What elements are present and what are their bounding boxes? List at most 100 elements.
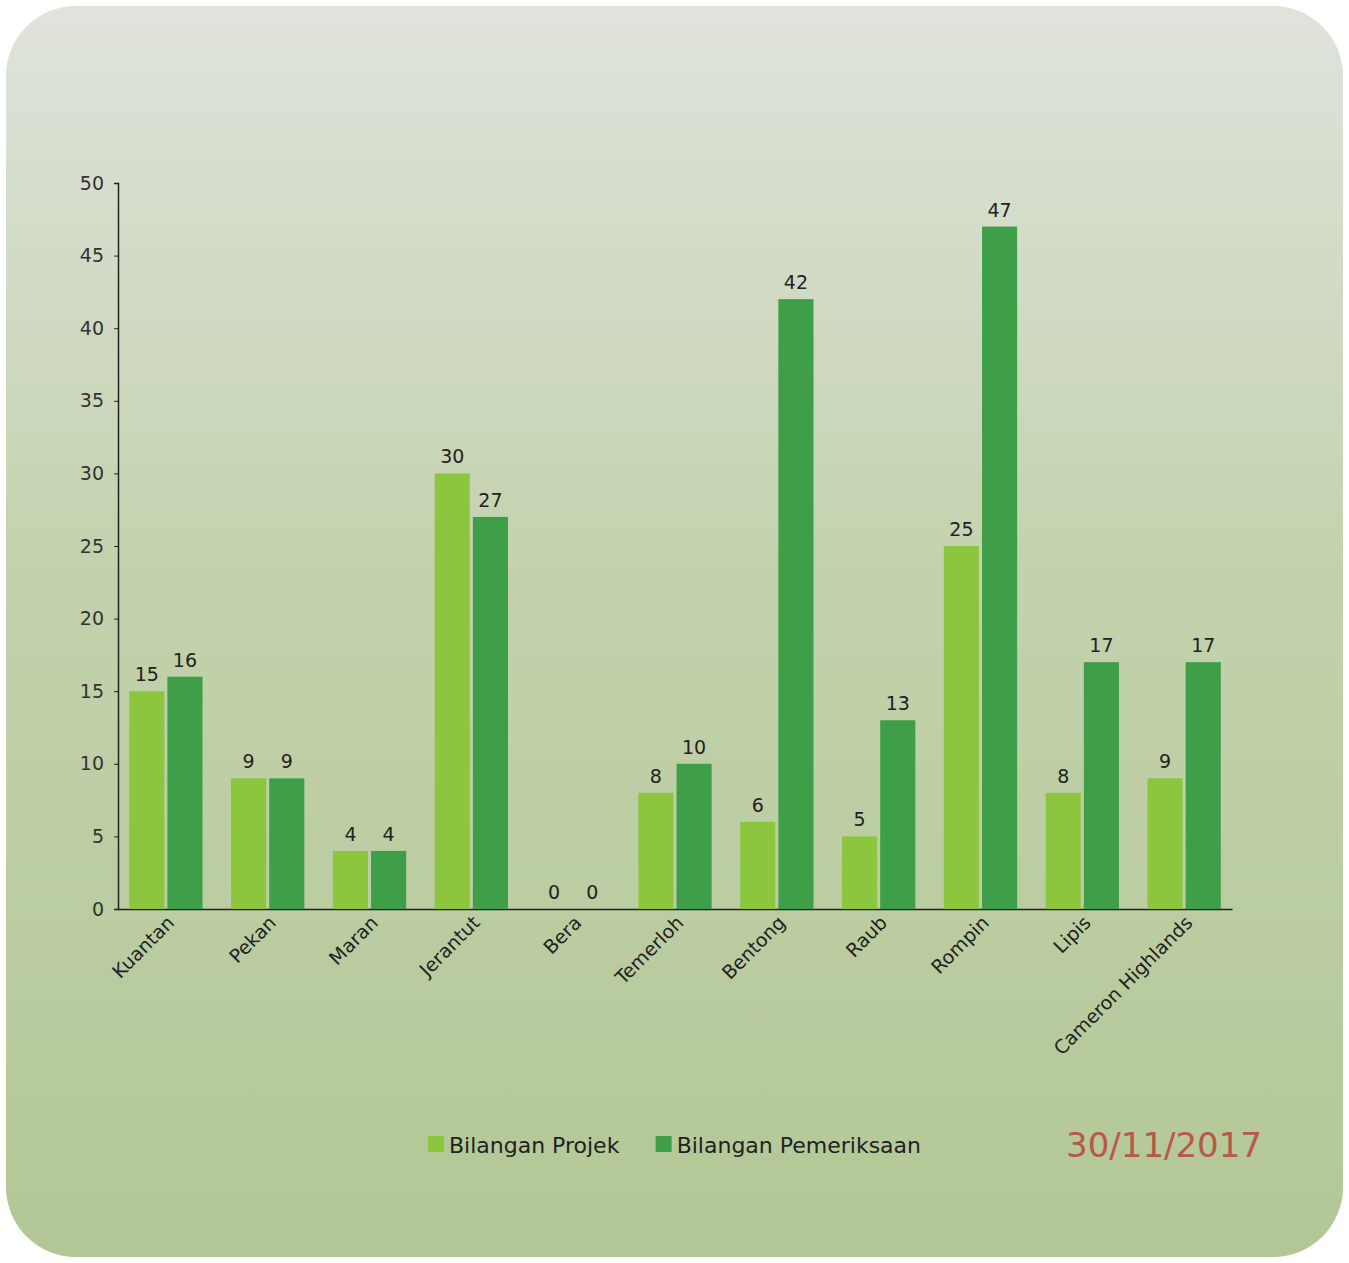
tick: Maran <box>324 909 382 969</box>
bar <box>167 677 202 909</box>
tick-mark <box>114 546 118 547</box>
tick-label: 45 <box>80 244 104 266</box>
tick: Lipis <box>1049 909 1095 957</box>
bar <box>1186 662 1221 909</box>
legend-label: Bilangan Projek <box>449 1133 620 1158</box>
tick-label: 50 <box>80 172 104 194</box>
data-label: 9 <box>281 750 293 772</box>
data-label: 10 <box>682 736 706 758</box>
data-label: 25 <box>949 518 973 540</box>
tick-label: Raub <box>841 911 891 961</box>
tick: 10 <box>80 752 118 774</box>
data-label: 6 <box>752 794 764 816</box>
tick: 50 <box>80 172 118 194</box>
tick-mark <box>114 183 118 184</box>
data-label: 5 <box>854 808 866 830</box>
tick-label: Kuantan <box>107 911 178 982</box>
data-label: 9 <box>243 750 255 772</box>
legend-swatch <box>656 1136 672 1152</box>
data-label: 15 <box>135 663 159 685</box>
tick-label: 0 <box>92 898 104 920</box>
y-axis: 0 5 10 15 20 25 30 35 40 45 50 <box>80 172 119 920</box>
tick: 35 <box>80 389 118 411</box>
legend-item: Bilangan Pemeriksaan <box>656 1133 921 1158</box>
data-label: 0 <box>548 881 560 903</box>
axis-line <box>114 184 119 910</box>
data-labels: 159430086525891694270104213471717 <box>135 199 1216 903</box>
bar <box>435 473 470 909</box>
bar <box>1147 778 1182 909</box>
tick-label: Rompin <box>927 911 993 977</box>
tick: Rompin <box>927 909 993 978</box>
bar <box>880 720 915 909</box>
bar <box>740 822 775 909</box>
legend: Bilangan Projek Bilangan Pemeriksaan <box>428 1133 921 1158</box>
data-label: 8 <box>1057 765 1069 787</box>
tick-mark <box>114 619 118 620</box>
data-label: 17 <box>1089 634 1113 656</box>
bar <box>371 851 406 909</box>
data-label: 16 <box>173 649 197 671</box>
tick: 30 <box>80 462 118 484</box>
tick-label: Maran <box>324 911 382 969</box>
bar <box>677 764 712 909</box>
tick: Bentong <box>717 909 789 983</box>
data-label: 27 <box>478 489 502 511</box>
tick-label: Bentong <box>717 911 789 983</box>
tick-label: 15 <box>80 680 104 702</box>
bar <box>944 546 979 909</box>
chart: 05101520253035404550KuantanPekanMaranJer… <box>0 0 1349 1263</box>
tick: Raub <box>841 909 891 961</box>
tick: 0 <box>92 898 118 920</box>
tick-label: 20 <box>80 607 104 629</box>
data-label: 8 <box>650 765 662 787</box>
bar <box>982 227 1017 909</box>
legend-label: Bilangan Pemeriksaan <box>677 1133 921 1158</box>
tick-label: 30 <box>80 462 104 484</box>
bar <box>575 909 610 910</box>
tick: Pekan <box>224 909 280 967</box>
tick-label: Temerloh <box>610 911 688 989</box>
tick-mark <box>114 909 118 910</box>
tick: Kuantan <box>107 909 178 982</box>
bar <box>842 836 877 909</box>
bars <box>129 227 1221 909</box>
bar <box>638 793 673 909</box>
tick: Bera <box>539 909 586 958</box>
tick: 25 <box>80 535 118 557</box>
tick: Temerloh <box>610 909 688 989</box>
tick-mark <box>114 401 118 402</box>
tick-label: Lipis <box>1049 911 1095 957</box>
tick-label: 10 <box>80 752 104 774</box>
bar <box>778 299 813 909</box>
tick-mark <box>114 764 118 765</box>
data-label: 0 <box>586 881 598 903</box>
legend-swatch <box>428 1136 444 1152</box>
bar <box>1046 793 1081 909</box>
tick-label: 25 <box>80 535 104 557</box>
tick-label: 35 <box>80 389 104 411</box>
data-label: 4 <box>344 823 356 845</box>
data-label: 42 <box>784 271 808 293</box>
tick: 20 <box>80 607 118 629</box>
tick: 40 <box>80 317 118 339</box>
tick-mark <box>114 328 118 329</box>
tick-label: Pekan <box>224 911 280 967</box>
data-label: 9 <box>1159 750 1171 772</box>
x-axis: Kuantan Pekan Maran Jerantut Bera Temerloh Ben… <box>107 909 1232 1059</box>
tick-mark <box>114 473 118 474</box>
tick: 5 <box>92 825 118 847</box>
tick-label: Jerantut <box>414 911 484 981</box>
bar <box>269 778 304 909</box>
legend-item: Bilangan Projek <box>428 1133 620 1158</box>
background <box>6 6 1343 1257</box>
tick: Jerantut <box>414 909 484 981</box>
bar <box>129 691 164 909</box>
tick-label: 40 <box>80 317 104 339</box>
tick: Cameron Highlands <box>1049 909 1197 1059</box>
bar <box>231 778 266 909</box>
data-label: 17 <box>1191 634 1215 656</box>
bar <box>333 851 368 909</box>
bar <box>537 909 572 910</box>
bar <box>1084 662 1119 909</box>
